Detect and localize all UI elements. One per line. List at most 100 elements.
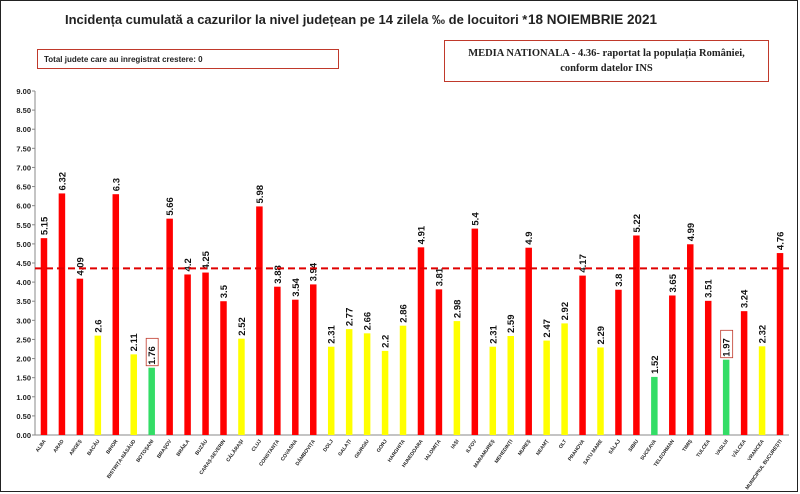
- value-label: 3.81: [434, 267, 445, 286]
- bar-30: [561, 323, 568, 435]
- value-label: 4.9: [524, 231, 535, 244]
- bar-27: [507, 336, 514, 435]
- value-label: 3.65: [668, 273, 679, 292]
- value-label: 2.29: [596, 326, 607, 345]
- bar-15: [292, 299, 299, 435]
- national-average-line-2: conform datelor INS: [560, 63, 653, 74]
- bar-40: [740, 311, 748, 435]
- bar-34: [633, 235, 640, 435]
- y-tick-label: 7.00: [16, 163, 31, 172]
- bar-28: [525, 247, 532, 435]
- bar-21: [399, 325, 407, 435]
- category-label: GALAȚI: [337, 438, 353, 457]
- value-label: 2.47: [542, 319, 553, 338]
- value-label: 6.3: [111, 178, 122, 191]
- category-label: SĂLAJ: [607, 438, 622, 456]
- y-tick-label: 3.00: [16, 316, 31, 325]
- bar-18: [345, 329, 353, 435]
- bar-9: [184, 274, 191, 435]
- y-tick-label: 5.00: [16, 240, 31, 249]
- y-tick-label: 9.00: [16, 87, 31, 96]
- value-label: 3.88: [273, 265, 284, 284]
- bar-14: [274, 286, 281, 435]
- category-label: VASLUI: [715, 438, 731, 457]
- value-label: 5.22: [632, 214, 643, 233]
- chart-title: Incidența cumulată a cazurilor la nivel …: [65, 12, 528, 27]
- value-label: 5.66: [165, 197, 176, 216]
- y-tick-label: 8.00: [16, 125, 31, 134]
- bar-13: [256, 206, 263, 435]
- value-label: 2.31: [327, 325, 338, 344]
- value-label: 2.92: [560, 302, 571, 321]
- y-tick-label: 4.00: [16, 278, 31, 287]
- category-label: MUNICIPIUL BUCUREȘTI: [745, 438, 784, 491]
- value-label: 2.77: [345, 308, 356, 327]
- value-label: 4.25: [201, 250, 212, 269]
- category-label: ARGEȘ: [68, 438, 83, 457]
- category-label: BOTOȘANI: [135, 438, 155, 463]
- value-label: 1.52: [650, 355, 661, 374]
- y-tick-label: 0.50: [16, 412, 31, 421]
- value-label: 4.99: [686, 223, 697, 242]
- value-label: 4.91: [416, 225, 427, 244]
- bar-32: [597, 347, 604, 435]
- bar-29: [543, 340, 550, 435]
- national-average-box: MEDIA NATIONALA - 4.36- raportat la popu…: [444, 40, 769, 82]
- value-label: 6.32: [57, 172, 68, 191]
- bar-26: [489, 346, 497, 435]
- category-label: IAȘI: [450, 438, 461, 450]
- bar-19: [363, 333, 371, 435]
- y-tick-label: 1.00: [16, 393, 31, 402]
- y-tick-label: 3.50: [16, 297, 31, 306]
- bar-17: [327, 346, 335, 435]
- value-label: 3.51: [704, 279, 715, 298]
- bar-37: [687, 244, 694, 435]
- category-label: ALBA: [35, 438, 48, 453]
- value-label: 4.76: [776, 232, 787, 251]
- value-label: 1.76: [147, 346, 158, 365]
- bar-38: [704, 300, 712, 435]
- y-tick-label: 2.00: [16, 355, 31, 364]
- bar-16: [310, 284, 317, 435]
- bar-2: [58, 193, 66, 435]
- category-label: CĂLĂRAȘI: [225, 438, 246, 464]
- category-label: TULCEA: [695, 438, 712, 458]
- value-label-box: [145, 337, 159, 367]
- bar-4: [94, 335, 102, 435]
- value-label: 2.66: [363, 312, 374, 331]
- value-label: 3.54: [291, 277, 302, 296]
- bar-12: [238, 338, 245, 435]
- y-tick-label: 2.50: [16, 335, 31, 344]
- value-label: 4.09: [75, 257, 86, 276]
- value-label: 3.94: [309, 262, 320, 281]
- bar-31: [579, 275, 586, 435]
- bar-6: [130, 354, 137, 435]
- category-label: MEHEDINȚI: [494, 438, 515, 464]
- chart-date: 18 NOIEMBRIE 2021: [528, 12, 658, 27]
- bar-3: [76, 278, 84, 435]
- value-label: 2.52: [237, 317, 248, 336]
- value-label: 2.11: [129, 333, 140, 352]
- value-label: 2.59: [506, 315, 517, 334]
- category-label: CLUJ: [251, 439, 264, 453]
- bar-24: [453, 321, 461, 435]
- bar-42: [776, 253, 784, 435]
- category-label: SUCEAVA: [639, 438, 658, 461]
- value-label: 2.6: [93, 319, 104, 332]
- category-label: OLT: [558, 439, 568, 450]
- bar-22: [417, 247, 425, 435]
- value-label: 2.86: [399, 304, 410, 323]
- y-tick-label: 5.50: [16, 221, 31, 230]
- value-label: 4.17: [578, 254, 589, 273]
- category-label: BRAȘOV: [156, 438, 174, 460]
- y-tick-label: 1.50: [16, 374, 31, 383]
- value-label: 2.32: [758, 325, 769, 344]
- y-tick-label: 7.50: [16, 144, 31, 153]
- value-label: 2.31: [488, 325, 499, 344]
- category-label: GIURGIU: [354, 438, 371, 459]
- bar-8: [166, 218, 173, 435]
- y-tick-label: 6.50: [16, 183, 31, 192]
- value-label: 5.98: [255, 185, 266, 204]
- y-tick-label: 0.00: [16, 431, 31, 440]
- bar-11: [220, 301, 227, 435]
